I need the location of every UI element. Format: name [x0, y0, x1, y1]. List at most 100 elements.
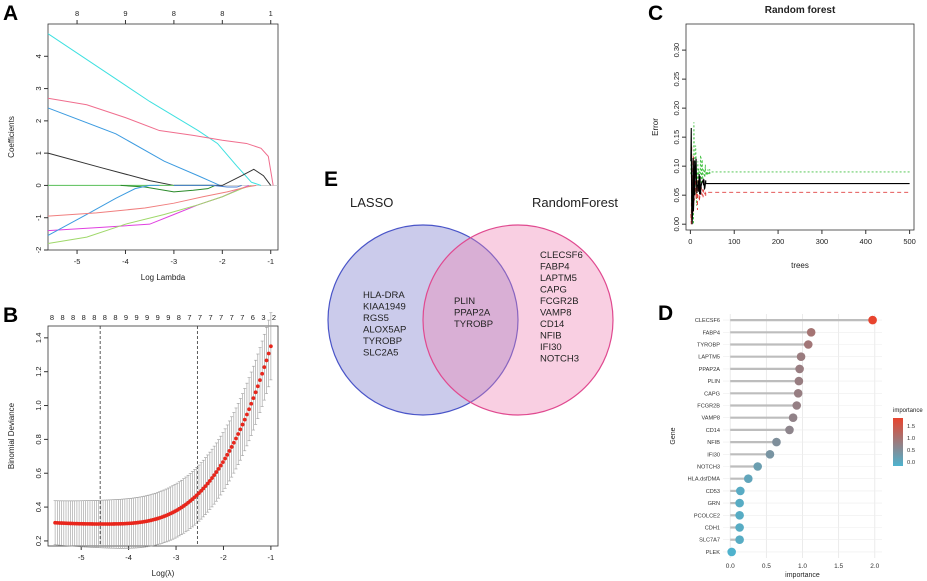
x-tick-label: -4: [122, 257, 129, 266]
lollipop-dot: [735, 535, 744, 544]
venn-title-randomforest: RandomForest: [532, 195, 618, 210]
deviance-point: [223, 456, 228, 461]
error-line-oob: [690, 127, 910, 225]
legend-tick-label: 0.0: [907, 460, 915, 466]
chart-title: Random forest: [765, 5, 836, 16]
deviance-point: [234, 436, 238, 441]
gene-label: TYROBP: [697, 343, 720, 349]
venn-gene-randomforest: CAPG: [540, 285, 567, 296]
deviance-point: [207, 478, 212, 483]
venn-gene-randomforest: CLECSF6: [540, 250, 583, 261]
top-count-label: 7: [187, 313, 191, 322]
deviance-point: [266, 351, 271, 356]
venn-gene-randomforest: NFIB: [540, 331, 562, 342]
lasso-cv-deviance-chart: -5 -4 -3 -2 -10.20.40.60.81.01.21.48 8 8 8 8 8 8 9 9…: [7, 312, 279, 578]
x-tick-label: 1.0: [798, 563, 807, 570]
lasso-coefficient-chart: -5 -4 -3 -2 -1 -2 -1 0 1 2 3 4 8 9 8 8 1 Log Lambda Coeffi…: [7, 9, 279, 282]
deviance-point: [203, 484, 208, 489]
coef-path-blue: [47, 107, 221, 186]
deviance-point: [238, 427, 243, 432]
x-tick-label: 400: [860, 237, 873, 246]
coef-path-blue2: [47, 184, 160, 236]
venn-right-genes: CLECSF6FABP4LAPTM5CAPGFCGR2BVAMP8CD14NFI…: [540, 250, 583, 365]
gene-label: SLC7A7: [699, 538, 720, 544]
y-tick-label: 1.4: [34, 333, 43, 343]
y-axis-label: Binomial Deviance: [7, 402, 16, 469]
top-count-label: 9: [145, 313, 149, 322]
plot-frame: [47, 325, 279, 547]
gene-label: VAMP8: [701, 416, 720, 422]
lollipop-dot: [795, 364, 804, 374]
y-tick-label: 0.30: [672, 43, 681, 58]
gene-label: CLECSF6: [695, 318, 720, 324]
top-count-label: 9: [166, 313, 170, 322]
x-tick-label: 300: [816, 237, 829, 246]
panel-label-b: B: [3, 304, 19, 327]
top-count-label: 8: [113, 313, 117, 322]
deviance-point: [212, 473, 217, 478]
gene-label: CD14: [706, 428, 720, 434]
venn-diagram: LASSO RandomForest HLA-DRAKIAA1949RGS5AL…: [327, 195, 618, 416]
top-count-label: 7: [198, 313, 202, 322]
lollipop-dot: [727, 547, 736, 557]
y-tick-label: 0.10: [672, 159, 681, 174]
panel-label-c: C: [648, 2, 664, 25]
lollipop-dot: [792, 401, 802, 410]
venn-gene-randomforest: LAPTM5: [540, 273, 577, 284]
x-axis-label: importance: [785, 572, 820, 579]
error-line-class2: [690, 122, 910, 225]
deviance-point: [242, 417, 247, 422]
top-count-label: 7: [240, 313, 244, 322]
gene-label: NOTCH3: [697, 465, 720, 471]
lollipop-dot: [743, 474, 753, 483]
y-tick-label: 0.00: [672, 217, 681, 232]
gene-label: PCOLCE2: [694, 513, 720, 519]
top-count-label: 8: [92, 313, 96, 322]
gene-label: IFI30: [707, 452, 720, 458]
deviance-point: [253, 390, 258, 395]
top-count-label: 2: [272, 313, 276, 322]
venn-gene-lasso: RGS5: [363, 313, 389, 324]
deviance-point: [249, 401, 254, 406]
x-axis-label: trees: [791, 261, 809, 270]
error-line-class1: [690, 145, 910, 225]
venn-gene-shared: PLIN: [454, 296, 475, 307]
lollipop-dot: [868, 315, 877, 325]
x-tick-label: -1: [267, 257, 274, 266]
coef-path-salmon: [47, 184, 257, 217]
gene-label: GRN: [708, 501, 720, 507]
top-count-label: 7: [219, 313, 223, 322]
x-axis-label: Log(λ): [152, 569, 175, 578]
venn-gene-randomforest: VAMP8: [540, 308, 572, 319]
coef-path-lightgreen: [47, 184, 252, 245]
venn-gene-randomforest: FCGR2B: [540, 296, 579, 307]
panel-label-d: D: [658, 302, 674, 325]
deviance-point: [227, 449, 232, 453]
lollipop-dot: [788, 413, 798, 422]
y-tick-label: 1: [34, 151, 43, 155]
top-tick-label: 8: [75, 9, 79, 18]
panel-label-e: E: [324, 168, 339, 191]
lollipop-dot: [753, 462, 762, 471]
venn-gene-randomforest: NOTCH3: [540, 354, 579, 365]
gene-label: NFIB: [707, 440, 720, 446]
top-count-label: 3: [261, 313, 265, 322]
venn-gene-lasso: SLC2A5: [363, 348, 398, 359]
deviance-point: [201, 486, 206, 491]
venn-gene-shared: PPAP2A: [454, 308, 491, 319]
gene-label: CDH1: [705, 526, 720, 532]
deviance-point: [214, 470, 219, 474]
lollipop-dot: [735, 511, 744, 520]
deviance-point: [240, 422, 245, 427]
y-axis-label: Error: [651, 118, 660, 136]
deviance-point: [229, 445, 234, 449]
lollipop-dot: [806, 328, 816, 337]
top-count-label: 6: [251, 313, 255, 322]
deviance-point: [247, 407, 251, 412]
x-tick-label: 0: [688, 237, 692, 246]
lollipop-dot: [803, 340, 813, 349]
deviance-point: [260, 371, 265, 376]
deviance-point: [216, 466, 221, 471]
venn-gene-lasso: ALOX5AP: [363, 325, 406, 336]
coef-path-pink: [47, 97, 274, 186]
